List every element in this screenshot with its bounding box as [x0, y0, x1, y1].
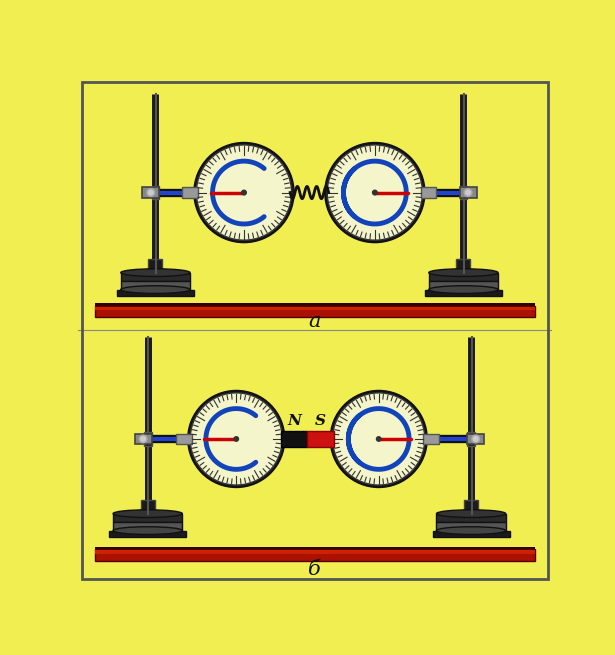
Circle shape: [327, 145, 423, 240]
Circle shape: [328, 146, 421, 239]
Circle shape: [196, 145, 292, 240]
Bar: [121, 281, 190, 290]
Text: S: S: [315, 414, 327, 428]
Ellipse shape: [113, 510, 183, 517]
Bar: [95, 306, 535, 317]
Bar: [464, 500, 478, 514]
Bar: [113, 522, 183, 531]
Circle shape: [334, 394, 423, 483]
Bar: [429, 281, 498, 290]
Bar: [121, 272, 190, 281]
Circle shape: [333, 393, 425, 485]
Circle shape: [325, 143, 425, 242]
Circle shape: [464, 189, 472, 196]
Circle shape: [192, 394, 281, 483]
Circle shape: [148, 190, 153, 195]
Circle shape: [474, 437, 478, 441]
Circle shape: [198, 146, 290, 239]
Circle shape: [242, 190, 246, 195]
Ellipse shape: [437, 510, 506, 517]
Bar: [141, 500, 154, 514]
Text: б: б: [309, 561, 321, 580]
Circle shape: [376, 437, 381, 441]
Ellipse shape: [429, 269, 498, 276]
Bar: [142, 187, 159, 198]
Bar: [135, 434, 151, 444]
Bar: [113, 514, 183, 522]
Circle shape: [190, 393, 282, 485]
Bar: [459, 187, 477, 198]
Bar: [95, 549, 535, 561]
Bar: [437, 522, 506, 531]
Bar: [281, 431, 308, 447]
Ellipse shape: [121, 269, 190, 276]
Bar: [177, 434, 192, 444]
Circle shape: [194, 143, 294, 242]
Text: a: a: [309, 312, 321, 331]
Circle shape: [234, 437, 239, 441]
Bar: [95, 303, 535, 306]
Circle shape: [139, 435, 147, 443]
Bar: [109, 531, 186, 536]
Ellipse shape: [113, 527, 183, 534]
Circle shape: [188, 390, 285, 487]
Bar: [144, 432, 151, 446]
Bar: [429, 272, 498, 281]
Bar: [308, 431, 334, 447]
Bar: [467, 432, 475, 446]
Bar: [437, 514, 506, 522]
Bar: [151, 185, 159, 200]
Ellipse shape: [437, 527, 506, 534]
Bar: [423, 434, 438, 444]
Bar: [95, 307, 535, 310]
Bar: [183, 187, 198, 198]
Circle shape: [147, 189, 154, 196]
Bar: [459, 185, 467, 200]
Ellipse shape: [121, 286, 190, 293]
Bar: [421, 187, 437, 198]
Bar: [425, 290, 502, 296]
Bar: [117, 290, 194, 296]
Bar: [95, 547, 535, 549]
Circle shape: [466, 190, 470, 195]
Circle shape: [141, 437, 145, 441]
Circle shape: [472, 435, 480, 443]
Text: N: N: [287, 414, 301, 428]
Bar: [432, 531, 510, 536]
Circle shape: [330, 390, 427, 487]
Bar: [467, 434, 484, 444]
Ellipse shape: [429, 286, 498, 293]
Circle shape: [373, 190, 377, 195]
Bar: [456, 259, 470, 272]
Bar: [95, 550, 535, 553]
Bar: [148, 259, 162, 272]
